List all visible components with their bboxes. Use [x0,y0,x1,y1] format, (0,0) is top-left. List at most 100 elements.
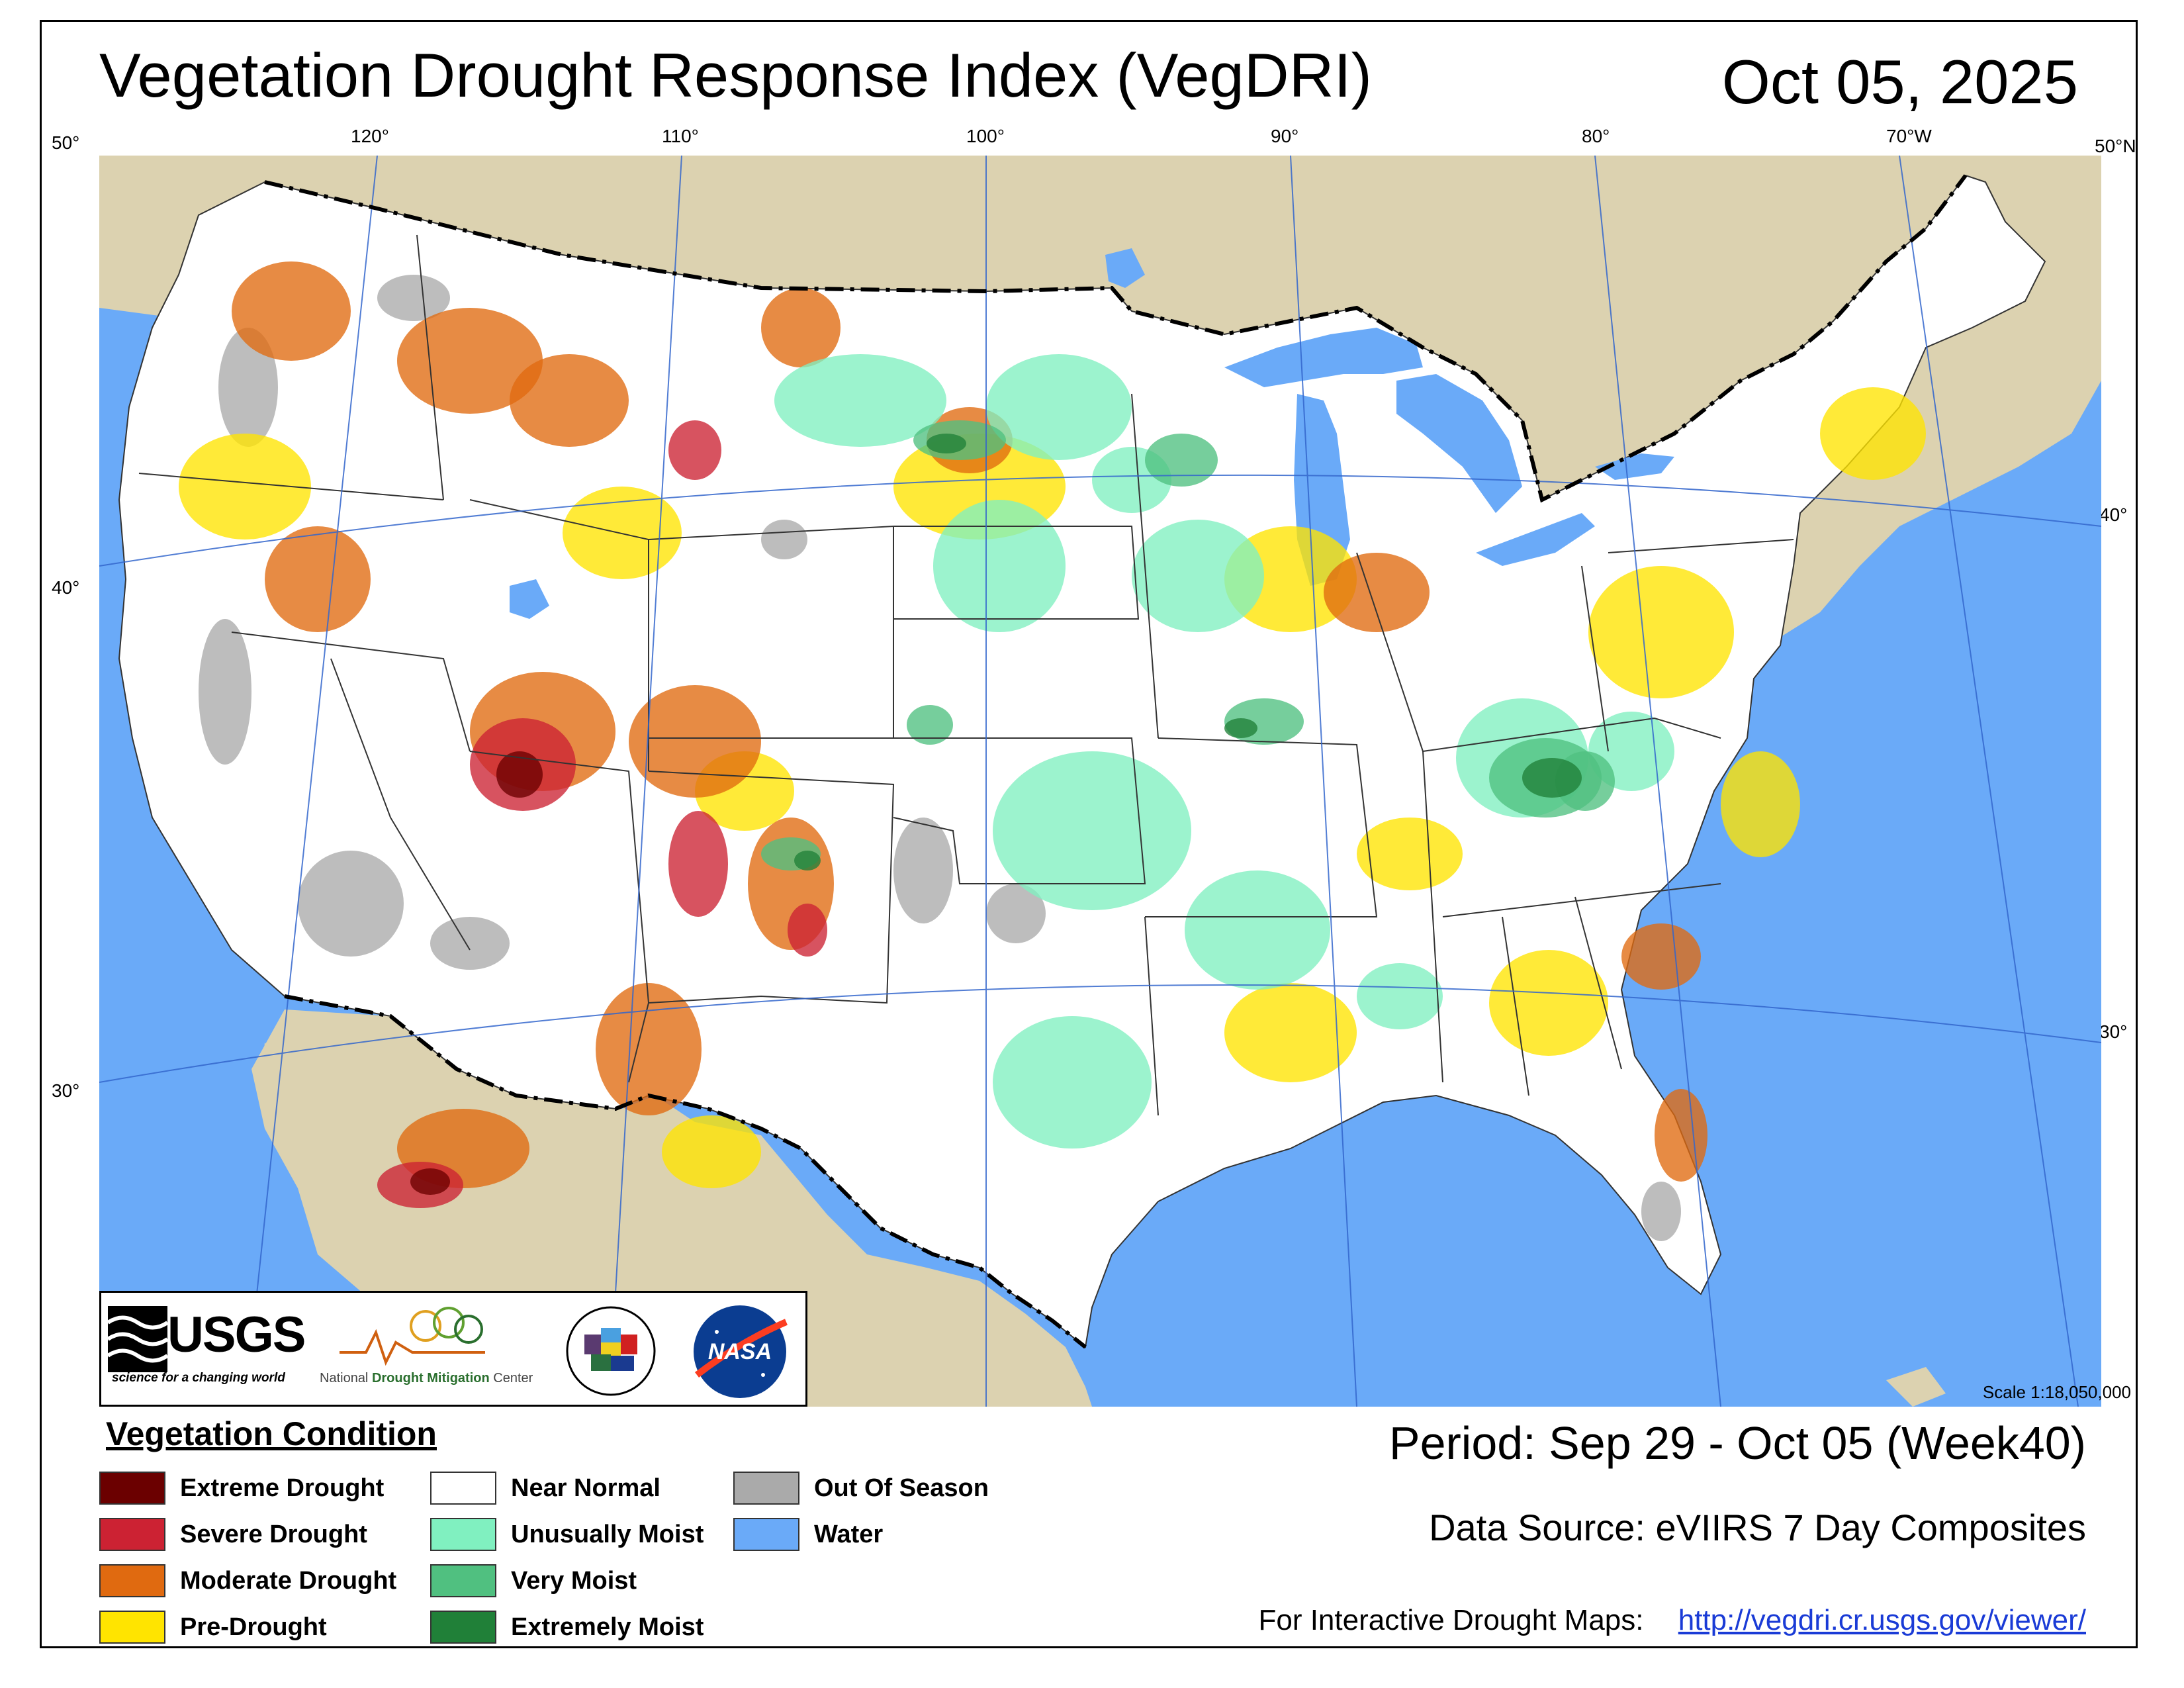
condition-patch-out-of-season [218,328,278,447]
map-scale: Scale 1:18,050,000 [1982,1382,2131,1402]
condition-patch-pre-drought [1721,751,1800,857]
legend-item-very-moist: Very Moist [430,1564,637,1598]
lake-erie [1476,513,1595,566]
lon-label-110: 110° [662,126,699,146]
condition-patch-very-moist [907,705,953,745]
parallel-30 [99,984,2101,1083]
legend-swatch [430,1472,496,1505]
legend-swatch [99,1518,165,1551]
condition-patch-pre-drought [1357,818,1463,890]
map-frame [40,20,2138,1648]
condition-patch-extremely-moist [1522,758,1582,798]
legend-item-pre-drought: Pre-Drought [99,1610,327,1644]
condition-patch-out-of-season [199,619,251,765]
interactive-maps-line: For Interactive Drought Maps: http://veg… [1258,1604,2086,1637]
hprcc-logo-icon [566,1306,656,1396]
lat-label-top-right: 50°N [2095,136,2136,156]
legend-item-extremely-moist: Extremely Moist [430,1610,704,1644]
lat-label-left-40: 40° [52,577,80,598]
vegetation-condition-layer [179,261,1926,1241]
viewer-link[interactable]: http://vegdri.cr.usgs.gov/viewer/ [1678,1604,2086,1636]
us-canada-border [264,174,1968,503]
legend-item-near-normal: Near Normal [430,1471,660,1505]
meridian-70 [1899,156,2079,1407]
graticule-lines [99,156,2101,1407]
legend-swatch [430,1564,496,1597]
state-line [1502,916,1529,1096]
lon-label-120: 120° [351,126,389,146]
us-mexico-border [284,994,1087,1349]
condition-patch-moderate-drought [1655,1089,1707,1182]
ndmc-logo-text: National Drought Mitigation Center [320,1371,533,1386]
meridian-120 [244,156,378,1407]
condition-patch-moderate-drought [596,983,702,1115]
condition-patch-unusually-moist [1357,963,1443,1029]
state-line [893,526,1140,620]
lon-label-70w: 70°W [1886,126,1932,146]
legend-item-extreme-drought: Extreme Drought [99,1471,384,1505]
state-line [648,771,895,1004]
condition-patch-unusually-moist [933,500,1066,632]
lon-label-100: 100° [966,126,1005,146]
legend-label: Extreme Drought [180,1474,385,1502]
condition-patch-out-of-season [986,884,1046,943]
state-line [1144,916,1159,1116]
nasa-word: NASA [708,1339,772,1364]
parallel-40 [99,474,2101,567]
condition-patch-moderate-drought [761,288,841,367]
condition-patch-moderate-drought [510,354,629,447]
legend-item-out-of-season: Out Of Season [733,1471,989,1505]
lake-ontario [1595,453,1674,480]
nasa-meatball-icon: NASA [694,1305,788,1398]
state-line [1581,565,1609,752]
legend-swatch [430,1518,496,1551]
state-line [138,473,444,500]
legend-item-water: Water [733,1517,883,1552]
condition-patch-unusually-moist [993,1016,1152,1149]
legend-label: Water [814,1520,884,1548]
legend-swatch [99,1472,165,1505]
lat-label-right-40: 40° [2099,504,2128,525]
map-title: Vegetation Drought Response Index (VegDR… [99,40,1372,110]
condition-patch-pre-drought [179,434,311,539]
legend-label: Near Normal [511,1474,660,1502]
condition-patch-extremely-moist [794,851,821,870]
lake-superior [1224,328,1423,387]
condition-patch-moderate-drought [629,685,761,798]
condition-patch-severe-drought [788,904,827,957]
state-line [893,737,1146,884]
condition-patch-pre-drought [1820,387,1926,480]
legend-swatch [430,1611,496,1644]
legend-label: Pre-Drought [180,1613,327,1641]
condition-patch-extreme-drought [496,751,543,798]
data-source-text: Data Source: eVIIRS 7 Day Composites [1429,1507,2086,1548]
condition-patch-out-of-season [430,917,510,970]
legend-swatch [99,1611,165,1644]
meridian-110 [608,156,682,1407]
condition-patch-moderate-drought [232,261,351,361]
condition-patch-severe-drought [668,420,721,480]
condition-patch-very-moist [1145,434,1218,487]
state-boundaries [138,234,1794,1116]
legend-swatch [99,1564,165,1597]
condition-patch-out-of-season [893,818,953,923]
lat-label-right-30: 30° [2099,1021,2128,1042]
lake-huron [1396,374,1522,513]
condition-patch-moderate-drought [397,308,543,414]
state-line [416,234,444,500]
ndmc-bold: Drought Mitigation [371,1371,490,1385]
condition-patch-extreme-drought [410,1168,450,1195]
lon-label-90: 90° [1271,126,1299,146]
map-canvas [99,156,2101,1407]
condition-patch-moderate-drought [1324,553,1430,632]
ndmc-suffix: Center [493,1371,533,1385]
condition-patch-pre-drought [662,1115,761,1188]
condition-patch-pre-drought [1224,983,1357,1082]
legend-item-unusually-moist: Unusually Moist [430,1517,704,1552]
condition-patch-pre-drought [1588,566,1734,698]
state-line [1131,393,1159,739]
state-line [648,525,894,739]
condition-patch-unusually-moist [986,354,1132,460]
interactive-maps-label: For Interactive Drought Maps: [1258,1604,1644,1636]
condition-patch-extremely-moist [1224,718,1257,738]
